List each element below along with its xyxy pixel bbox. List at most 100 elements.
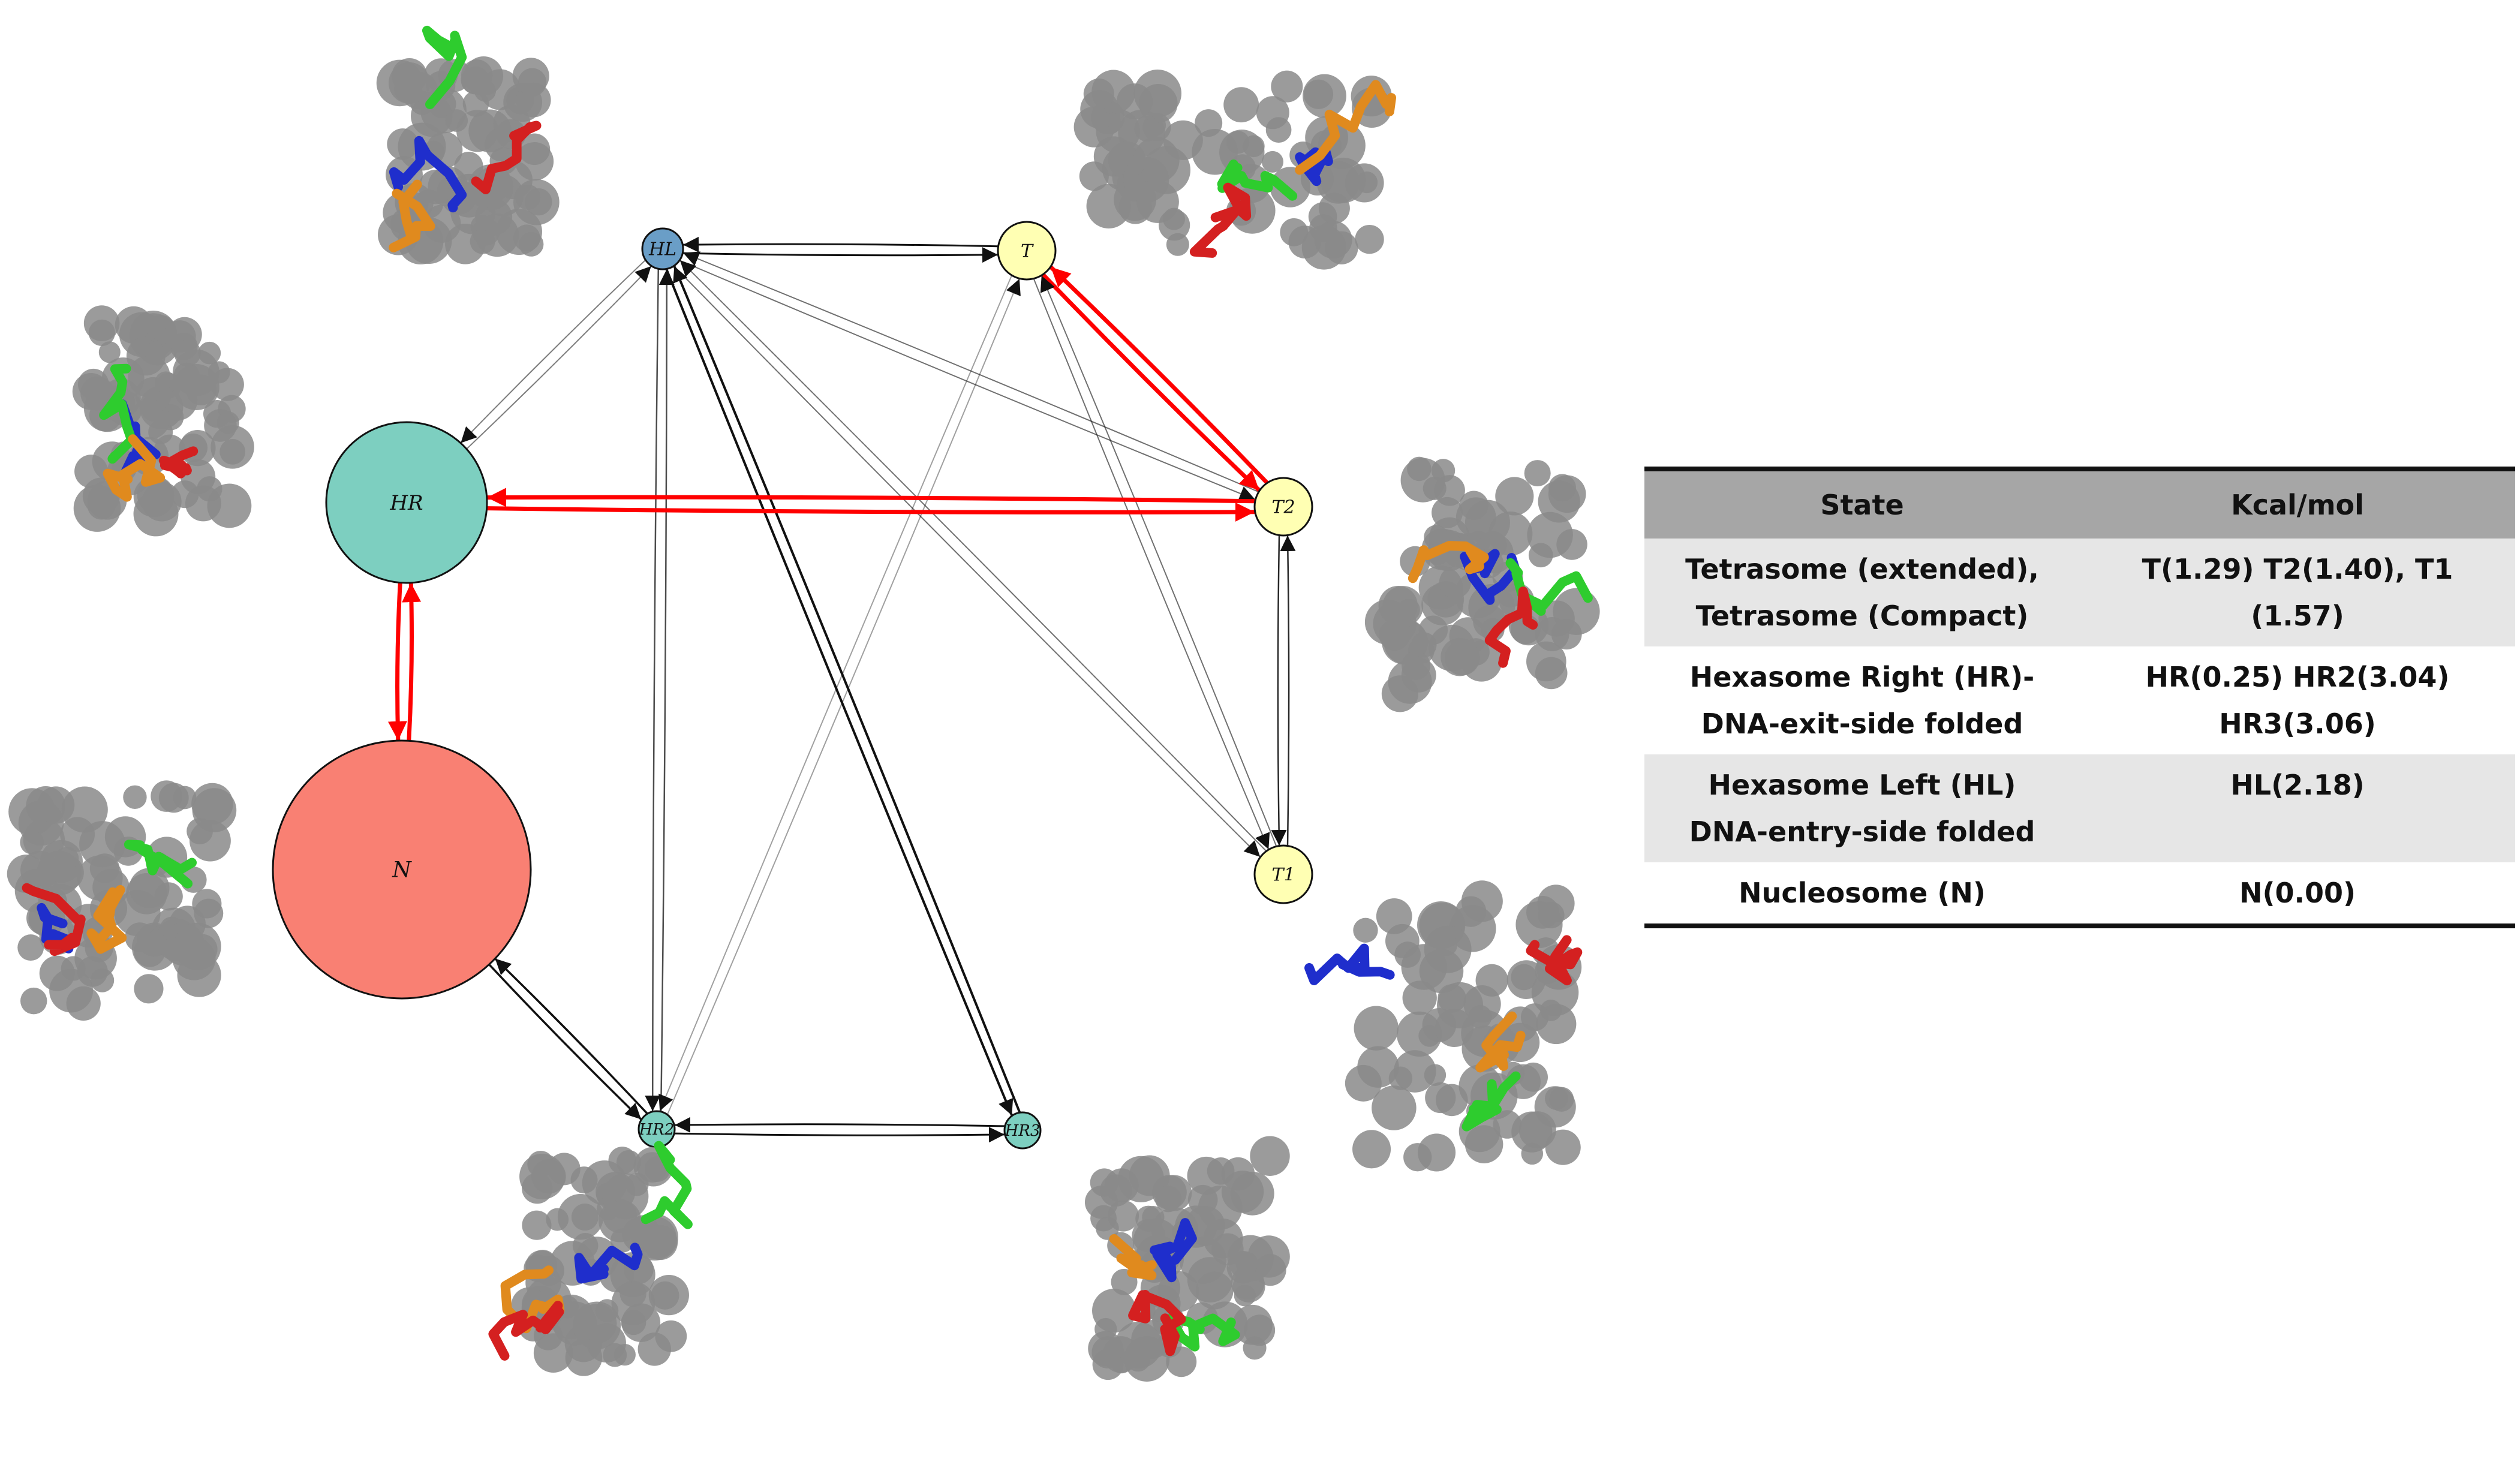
edge-t-to-hl: [683, 236, 999, 252]
edge-hr2-to-hr3: [674, 1127, 1005, 1143]
dna-blob: [1163, 120, 1203, 160]
node-hr-label: HR: [389, 491, 423, 515]
structure-t1-thumbnail: [1304, 880, 1583, 1172]
dna-blob: [174, 339, 201, 367]
structure-t-thumbnail: [1073, 70, 1397, 270]
edge-hr3-to-hr2: [675, 1117, 1005, 1133]
dna-blob: [123, 785, 147, 810]
structure-hr3-thumbnail: [1084, 1136, 1290, 1382]
edge-t2-to-t: [1049, 266, 1268, 485]
dna-blob: [151, 780, 182, 812]
dna-blob: [88, 319, 115, 347]
dna-blob: [512, 58, 549, 95]
node-t-circle: [997, 221, 1057, 281]
dna-blob: [461, 66, 490, 95]
energy-cell: HL(2.18): [2080, 754, 2515, 862]
histone-tail: [1475, 1011, 1526, 1073]
histone-tail: [1189, 182, 1252, 258]
dna-blob: [1250, 1136, 1290, 1176]
energy-cell: T(1.29) T2(1.40), T1 (1.57): [2080, 539, 2515, 646]
dna-blob: [61, 786, 108, 833]
dna-blob: [1418, 1025, 1441, 1047]
dna-blob: [1524, 460, 1551, 487]
node-t2-circle: [1253, 477, 1313, 537]
dna-blob: [1221, 1157, 1255, 1191]
dna-blob: [1528, 543, 1553, 568]
node-n: N: [272, 739, 532, 1000]
histone-tail: [158, 446, 199, 479]
energy-cell: N(0.00): [2080, 862, 2515, 928]
state-cell: Hexasome Left (HL) DNA-entry-side folded: [1644, 754, 2080, 862]
histone-tail: [99, 363, 137, 464]
edge-t1-to-t: [1040, 275, 1277, 847]
dna-blob: [1124, 1335, 1170, 1382]
node-layer: HL T HR T2 N T1 HR2 HR3: [272, 221, 1313, 1150]
edge-hl-to-hr2: [645, 269, 661, 1111]
node-t2-label: T2: [1271, 497, 1295, 518]
histone-tail: [471, 121, 542, 194]
node-hl: HL: [641, 227, 684, 270]
dna-blob: [1073, 106, 1115, 148]
dna-blob: [1425, 1082, 1456, 1114]
dna-blob: [621, 1310, 646, 1335]
table-header-row: State Kcal/mol: [1644, 467, 2515, 539]
edge-n-to-hr2: [488, 964, 642, 1120]
dna-blob: [1162, 207, 1186, 230]
dna-blob: [1402, 651, 1431, 680]
node-t: T: [997, 221, 1057, 281]
dna-blob: [1465, 1125, 1503, 1163]
state-cell: Nucleosome (N): [1644, 862, 2080, 928]
dna-blob: [1372, 1085, 1417, 1130]
dna-blob: [1526, 896, 1559, 929]
histone-tail: [1505, 558, 1593, 616]
histone-tail: [1484, 586, 1538, 668]
edge-hr-to-hl: [466, 266, 652, 450]
dna-blob: [134, 974, 164, 1004]
dna-blob: [194, 898, 224, 928]
node-t-label: T: [1021, 241, 1034, 262]
dna-blob: [114, 890, 161, 937]
dna-blob: [198, 341, 221, 365]
dna-blob: [1107, 1200, 1139, 1232]
node-hr-circle: [325, 421, 488, 584]
dna-blob: [1488, 511, 1533, 556]
node-hr2-label: HR2: [639, 1121, 675, 1139]
dna-blob: [80, 376, 115, 411]
histone-tail: [1217, 160, 1298, 201]
dna-blob: [154, 882, 183, 911]
structure-n-thumbnail: [7, 780, 237, 1021]
histone-tail: [1304, 943, 1395, 985]
dna-blob: [1280, 218, 1309, 246]
edge-hl-to-hr: [460, 260, 646, 444]
edge-hl-to-t: [682, 247, 998, 263]
edge-hr3-to-hl: [673, 266, 1021, 1113]
dna-blob: [1155, 1186, 1182, 1213]
histone-tail: [1526, 935, 1583, 986]
dna-blob: [1353, 917, 1378, 943]
dna-blob: [1088, 1331, 1123, 1366]
dna-blob: [1117, 83, 1153, 120]
histone-tail: [574, 1243, 643, 1284]
state-cell: Tetrasome (extended), Tetrasome (Compact…: [1644, 539, 2080, 646]
dna-blob: [26, 786, 66, 826]
node-hl-label: HL: [648, 239, 676, 260]
table-row: Nucleosome (N) N(0.00): [1644, 862, 2515, 928]
dna-blob: [546, 1208, 569, 1231]
edge-t-to-t2: [1042, 273, 1261, 492]
histone-tail: [640, 1141, 693, 1229]
node-hr3-label: HR3: [1005, 1122, 1041, 1140]
dna-blob: [185, 485, 221, 522]
dna-blob: [1355, 224, 1384, 254]
dna-blob: [470, 228, 495, 254]
dna-blob: [1364, 599, 1411, 645]
node-t1-circle: [1253, 844, 1313, 904]
dna-blob: [570, 1166, 598, 1194]
histone-tail: [1109, 1234, 1157, 1280]
dna-blob: [1459, 491, 1488, 520]
dna-blob: [1381, 675, 1419, 712]
histone-tail: [1462, 1071, 1521, 1132]
dna-blob: [133, 476, 175, 518]
dna-blob: [1520, 1003, 1549, 1031]
dna-blob: [1545, 1129, 1581, 1165]
dna-blob: [155, 371, 178, 394]
